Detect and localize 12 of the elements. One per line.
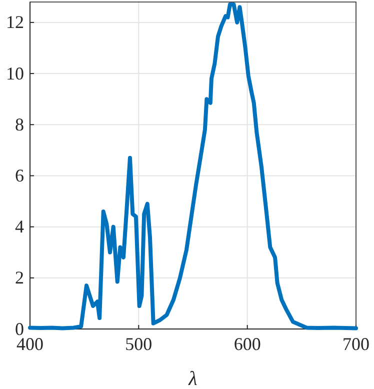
x-tick-label: 700 [342, 334, 370, 354]
x-tick-label: 600 [234, 334, 261, 354]
y-tick-label: 6 [15, 165, 24, 186]
x-tick-label: 500 [125, 334, 152, 354]
y-tick-label: 4 [15, 216, 24, 237]
y-tick-label: 0 [15, 318, 24, 339]
y-tick-label: 2 [15, 268, 24, 288]
y-tick-label: 8 [15, 114, 24, 134]
x-axis-title: λ [188, 368, 198, 389]
line-series [28, 2, 358, 330]
y-tick-label: 12 [6, 12, 24, 32]
y-tick-label: 10 [6, 63, 24, 84]
